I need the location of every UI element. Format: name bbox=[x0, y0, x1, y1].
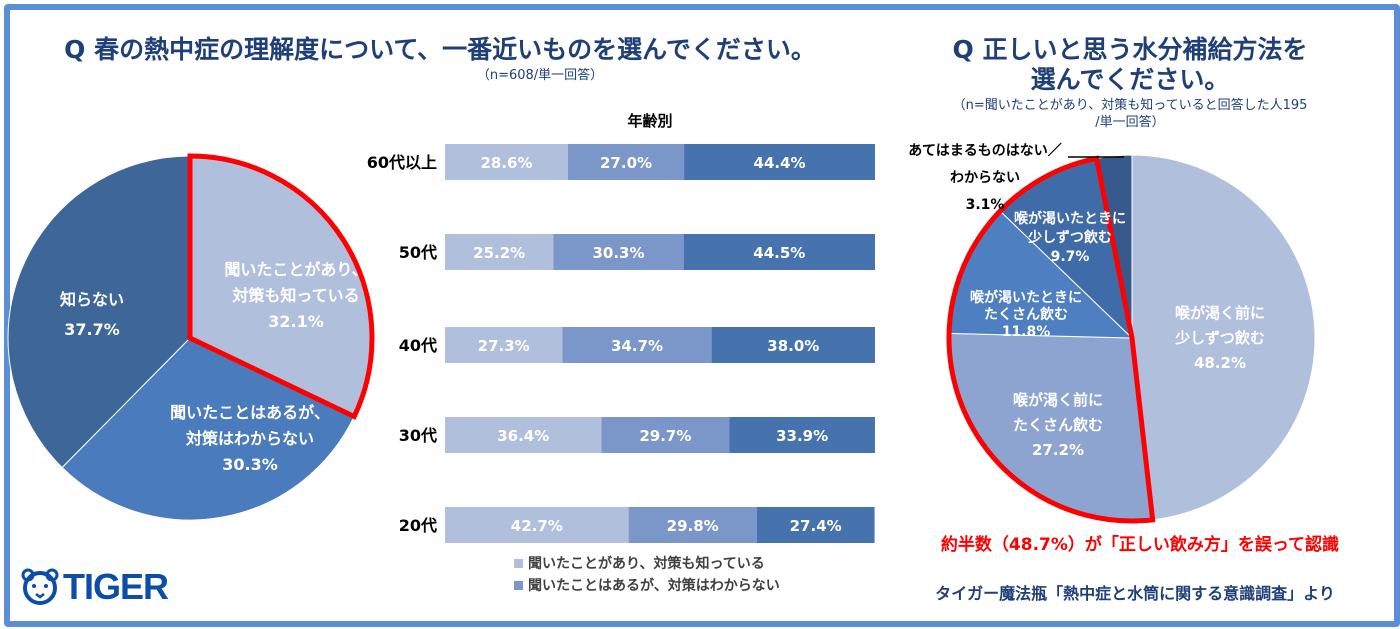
bar-data-label: 27.0% bbox=[600, 154, 652, 172]
bar-segment bbox=[567, 144, 685, 180]
right-pie-slice-0 bbox=[1131, 154, 1316, 521]
bar-segment bbox=[445, 234, 554, 270]
tiger-face-icon bbox=[21, 568, 59, 605]
bar-data-label: 34.7% bbox=[611, 337, 663, 355]
legend-swatch bbox=[514, 581, 523, 590]
right-pie-label-0: 喉が渇く前に少しずつ飲む 48.2% bbox=[1174, 304, 1265, 372]
bar-data-label: 28.6% bbox=[480, 154, 532, 172]
left-pie-label-1-line: 対策はわからない bbox=[185, 429, 314, 448]
right-pie-label-3-line: 9.7% bbox=[1051, 249, 1090, 265]
right-pie-label-2: 喉が渇いたときにたくさん飲む 11.8% bbox=[970, 289, 1082, 340]
bar-segment bbox=[445, 327, 563, 363]
bar-data-label: 36.4% bbox=[497, 427, 549, 445]
left-pie-label-1-line: 聞いたことはあるが、 bbox=[170, 403, 330, 422]
bar-segment bbox=[601, 417, 730, 453]
bar-segment bbox=[756, 507, 875, 543]
bar-category-label: 20代 bbox=[399, 516, 437, 535]
bar-title: 年齢別 bbox=[627, 112, 673, 130]
tiger-logo: TIGER bbox=[20, 566, 169, 608]
right-pie-label-4: あてはまるものはない／ わからない 3.1% bbox=[908, 143, 1061, 213]
right-subtitle: （n=聞いたことがあり、対策も知っていると回答した人195 bbox=[952, 98, 1308, 113]
bar-data-label: 44.4% bbox=[754, 154, 806, 172]
right-pie-label-4-line: わからない bbox=[950, 170, 1020, 186]
right-pie-label-1-line: 喉が渇く前に bbox=[1013, 391, 1103, 409]
right-pie-label-1: 喉が渇く前にたくさん飲む 27.2% bbox=[1013, 391, 1103, 459]
bar-segment bbox=[445, 507, 629, 543]
bar-data-label: 27.3% bbox=[478, 337, 530, 355]
right-pie-label-3-line: 喉が渇いたときに bbox=[1014, 210, 1126, 227]
bar-segment bbox=[683, 234, 875, 270]
right-pie-label-0-line: 喉が渇く前に bbox=[1175, 304, 1265, 322]
left-pie-label-2-line: 37.7% bbox=[64, 320, 120, 339]
logo-text: TIGER bbox=[63, 566, 169, 607]
bar-category-label: 30代 bbox=[399, 426, 437, 445]
legend-label: 聞いたことはあるが、対策はわからない bbox=[528, 577, 780, 594]
bar-segment bbox=[729, 417, 875, 453]
bar-data-label: 33.9% bbox=[776, 427, 828, 445]
left-title: Q 春の熱中症の理解度について、一番近いものを選んでください。 bbox=[64, 35, 816, 64]
bar-segment bbox=[711, 327, 875, 363]
left-subtitle: （n=608/単一回答） bbox=[476, 68, 604, 83]
right-pie-label-2-line: たくさん飲む bbox=[984, 306, 1068, 323]
legend-label: 聞いたことがあり、対策も知っている bbox=[528, 555, 765, 572]
bar-data-label: 27.4% bbox=[790, 517, 842, 535]
bar-data-label: 29.7% bbox=[639, 427, 691, 445]
bar-data-label: 30.3% bbox=[592, 244, 644, 262]
left-pie-label-1-line: 30.3% bbox=[222, 455, 278, 474]
right-pie-highlight-outline bbox=[946, 155, 1156, 524]
bar-data-label: 25.2% bbox=[473, 244, 525, 262]
right-title: Q 正しいと思う水分補給方法を bbox=[952, 35, 1308, 64]
right-pie-label-1-line: たくさん飲む bbox=[1013, 416, 1103, 434]
right-pie-label-0-line: 48.2% bbox=[1194, 354, 1246, 372]
right-title-2: 選んでください。 bbox=[1030, 65, 1230, 94]
bar-segment bbox=[684, 144, 875, 180]
bar-data-label: 42.7% bbox=[511, 517, 563, 535]
right-pie-label-3: 喉が渇いたときに少しずつ飲む 9.7% bbox=[1014, 210, 1126, 265]
right-pie-label-3-line: 少しずつ飲む bbox=[1027, 229, 1112, 246]
left-pie-label-2: 知らない 37.7% bbox=[60, 290, 124, 339]
bar-segment bbox=[553, 234, 684, 270]
legend-swatch bbox=[514, 559, 523, 568]
left-pie-label-0-line: 32.1% bbox=[268, 312, 324, 331]
right-pie-label-2-line: 喉が渇いたときに bbox=[970, 289, 1082, 306]
bar-category-label: 60代以上 bbox=[367, 153, 437, 172]
bar-data-label: 44.5% bbox=[753, 244, 805, 262]
source-credit: タイガー魔法瓶「熱中症と水筒に関する意識調査」より bbox=[935, 584, 1335, 603]
bar-category-label: 40代 bbox=[399, 336, 437, 355]
left-pie-label-1: 聞いたことはあるが、対策はわからない 30.3% bbox=[170, 403, 330, 474]
left-pie-label-0-line: 対策も知っている bbox=[231, 286, 359, 305]
left-pie-label-0: 聞いたことがあり、対策も知っている 32.1% bbox=[224, 260, 367, 331]
bar-segment bbox=[445, 417, 602, 453]
bar-data-label: 38.0% bbox=[767, 337, 819, 355]
bar-data-label: 29.8% bbox=[667, 517, 719, 535]
left-pie-highlight-outline bbox=[187, 153, 375, 420]
right-pie-label-1-line: 27.2% bbox=[1032, 441, 1084, 459]
right-pie-label-4-line: 3.1% bbox=[966, 197, 1005, 213]
bar-segment bbox=[562, 327, 712, 363]
left-pie-label-2-line: 知らない bbox=[60, 290, 124, 309]
bar-category-label: 50代 bbox=[399, 243, 437, 262]
right-pie-label-4-line: あてはまるものはない／ bbox=[908, 143, 1061, 159]
highlight-note: 約半数（48.7%）が「正しい飲み方」を誤って認識 bbox=[940, 535, 1340, 555]
right-pie-label-2-line: 11.8% bbox=[1002, 324, 1051, 340]
right-pie-label-0-line: 少しずつ飲む bbox=[1174, 329, 1265, 347]
bar-segment bbox=[628, 507, 757, 543]
left-pie-label-0-line: 聞いたことがあり、 bbox=[224, 260, 367, 279]
bar-segment bbox=[445, 144, 568, 180]
right-subtitle-2: /単一回答） bbox=[1095, 115, 1165, 130]
left-pie-slice-2 bbox=[7, 155, 192, 469]
